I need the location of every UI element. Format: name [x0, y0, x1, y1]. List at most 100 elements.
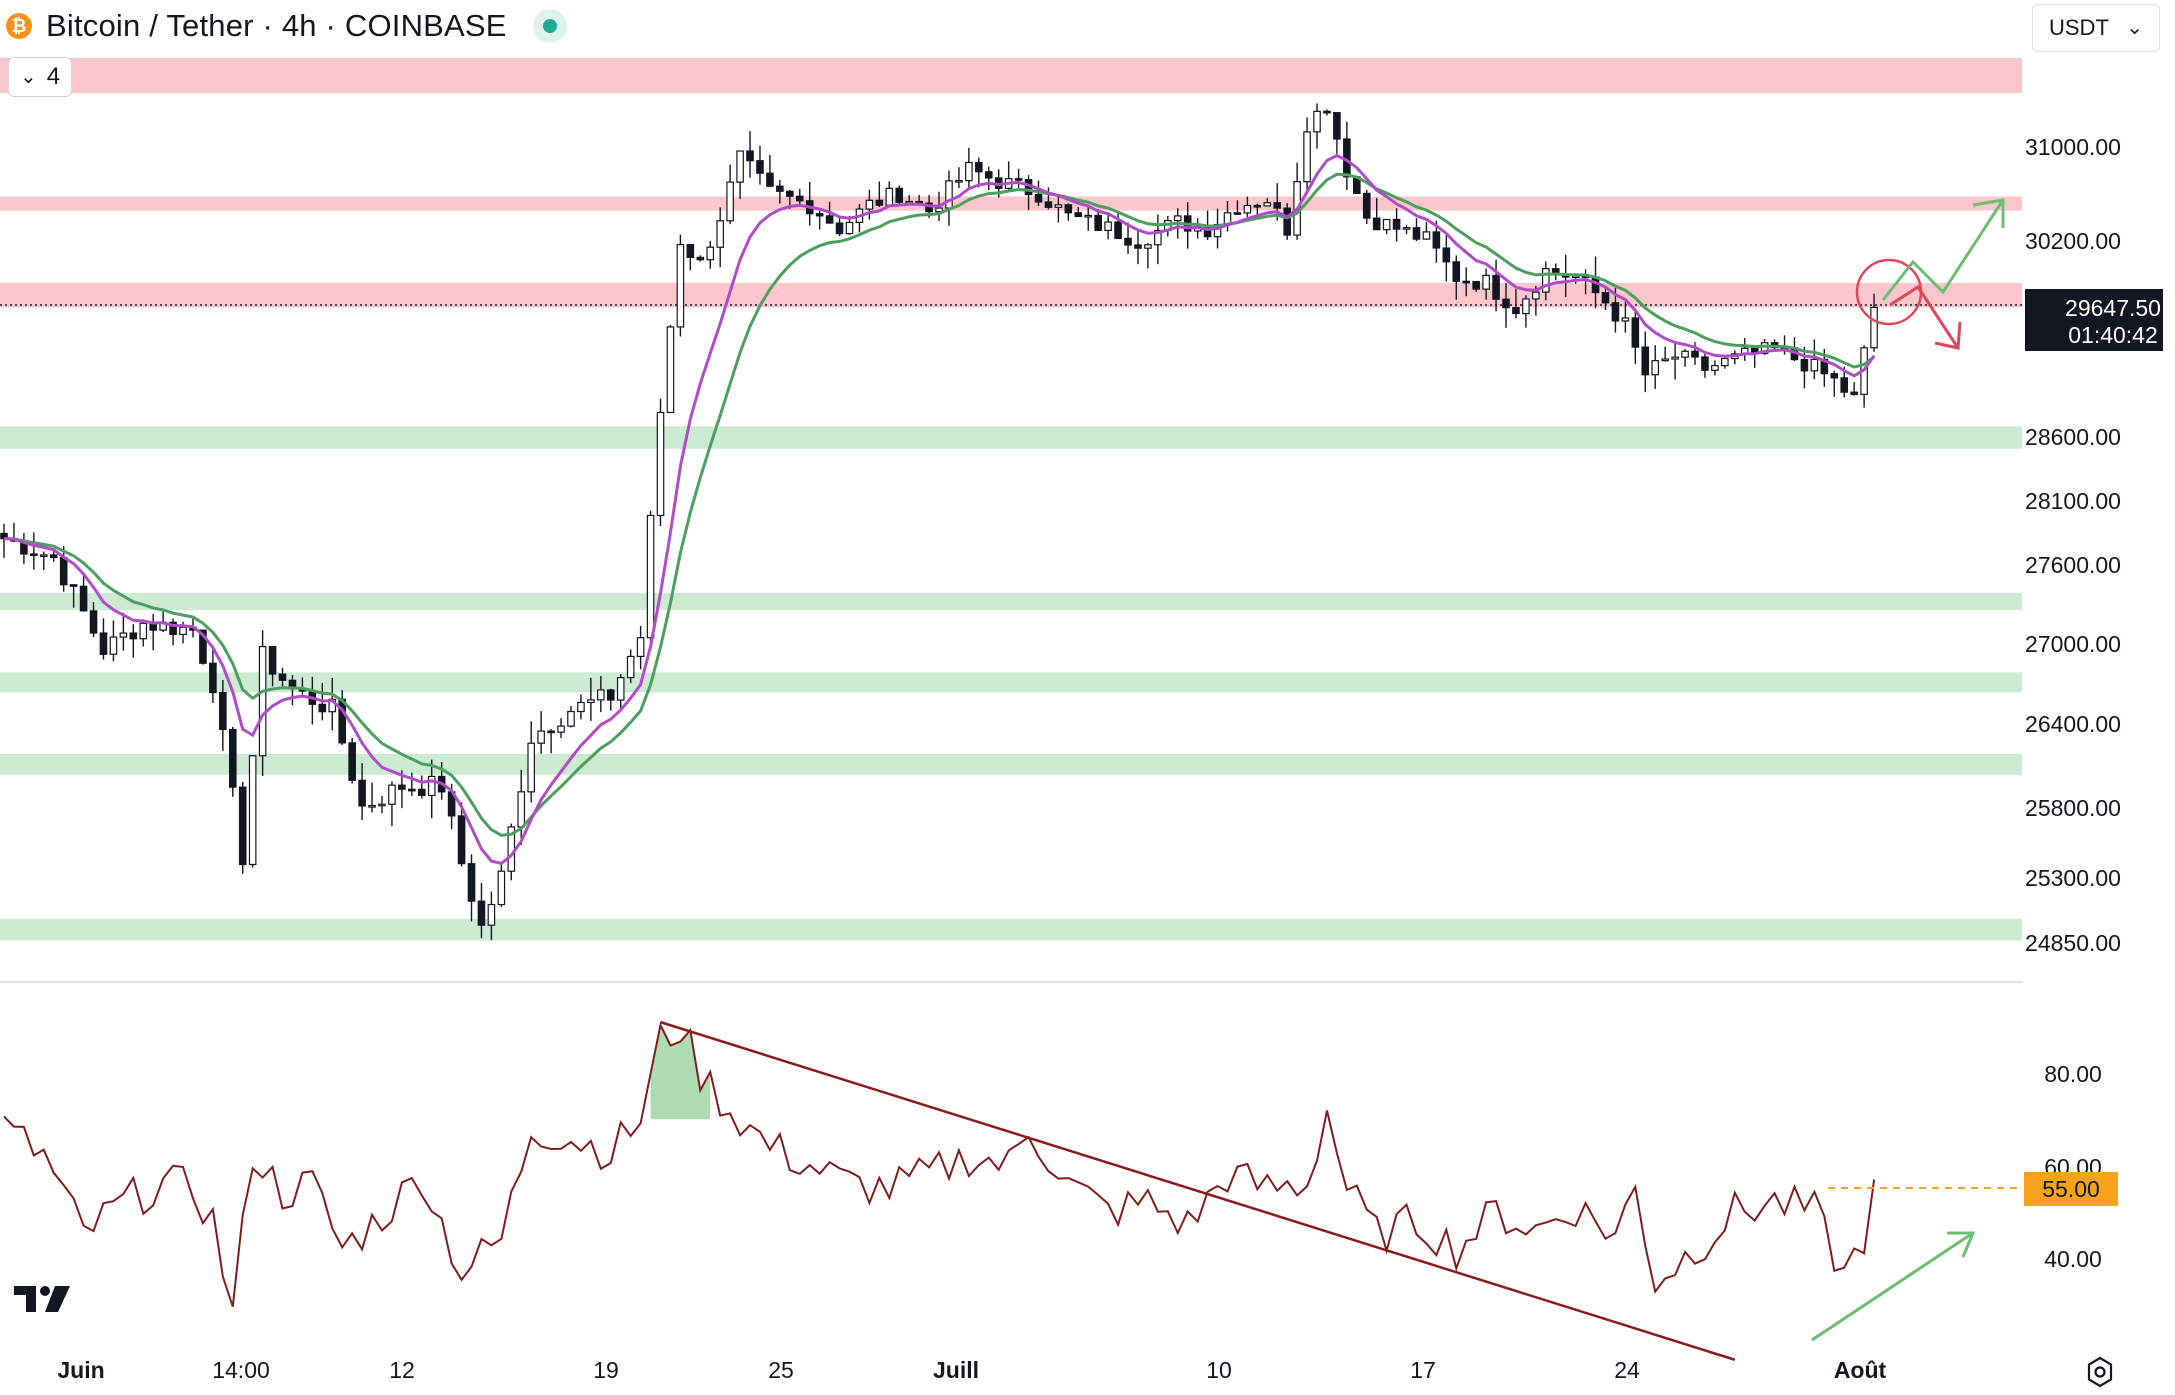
- live-dot-icon: [542, 19, 557, 33]
- candle-body: [766, 172, 774, 187]
- time-tick-label: 24: [1614, 1357, 1640, 1383]
- candle-body: [1611, 302, 1620, 322]
- candle-body: [955, 180, 963, 183]
- price-tick-label: 28600.00: [2025, 424, 2121, 450]
- projection-annotations: [1855, 198, 2005, 350]
- bear-projection-arrow: [1889, 284, 1960, 349]
- indicators-toggle-button[interactable]: ⌄ 4: [8, 57, 72, 97]
- tradingview-logo[interactable]: [14, 1284, 74, 1314]
- candle-body: [706, 246, 715, 261]
- candle-body: [1701, 356, 1709, 371]
- candle-body: [408, 788, 416, 792]
- candle-body: [427, 775, 436, 797]
- candle-body: [1830, 373, 1839, 379]
- rsi-tick-label: 80.00: [2044, 1061, 2102, 1087]
- price-tick-label: 27600.00: [2025, 552, 2121, 578]
- candle-body: [388, 784, 396, 805]
- candle-body: [676, 244, 685, 328]
- candle-body: [49, 554, 58, 559]
- candle-body: [965, 161, 973, 182]
- candle-body: [1014, 178, 1023, 181]
- candle-body: [795, 195, 804, 202]
- candle-body: [59, 556, 68, 586]
- candle-body: [606, 689, 615, 701]
- candle-body: [527, 742, 535, 793]
- candle-body: [636, 637, 645, 658]
- candle-body: [776, 185, 784, 192]
- candle-body: [1064, 204, 1073, 214]
- indicator-count: 4: [46, 63, 61, 90]
- candle-body: [1034, 193, 1043, 203]
- support-zone: [0, 426, 2022, 449]
- candle-body: [199, 629, 207, 664]
- support-zone: [0, 753, 2022, 775]
- candle-body: [1472, 280, 1480, 290]
- candle-body: [746, 150, 754, 162]
- market-status-indicator[interactable]: [532, 9, 567, 43]
- candlestick-series: [0, 103, 1878, 941]
- candle-body: [736, 150, 744, 183]
- candle-body: [1721, 357, 1729, 367]
- candle-body: [228, 728, 237, 788]
- candle-body: [786, 190, 794, 197]
- support-zone: [0, 918, 2022, 941]
- candle-body: [726, 181, 734, 222]
- candle-body: [487, 903, 496, 926]
- support-zone: [0, 592, 2022, 611]
- candle-body: [1273, 202, 1282, 209]
- candle-countdown: 01:40:42: [2068, 322, 2158, 348]
- candle-body: [1512, 307, 1520, 315]
- price-tick-label: 24850.00: [2025, 930, 2121, 956]
- candle-body: [1502, 298, 1510, 309]
- candle-body: [1601, 291, 1610, 304]
- rsi-trendline: [660, 1020, 1736, 1361]
- settings-gear-icon[interactable]: [2083, 1355, 2117, 1389]
- bull-arrow-head: [1972, 198, 2005, 228]
- candle-body: [39, 554, 48, 558]
- price-tick-label: 26400.00: [2025, 711, 2121, 737]
- candle-body: [1362, 192, 1371, 219]
- candle-body: [815, 213, 824, 217]
- resistance-zone: [0, 282, 2022, 308]
- candle-body: [1760, 342, 1769, 355]
- candle-body: [1402, 227, 1411, 230]
- candle-body: [1173, 215, 1182, 222]
- candle-body: [696, 256, 705, 261]
- candle-body: [1134, 244, 1142, 249]
- bitcoin-icon[interactable]: ₿: [6, 13, 32, 39]
- support-zone: [0, 672, 2022, 693]
- candle-body: [984, 171, 993, 179]
- candle-body: [895, 187, 904, 203]
- candle-body: [467, 863, 476, 902]
- candle-body: [1661, 358, 1669, 362]
- candle-body: [1313, 110, 1321, 133]
- candle-body: [457, 815, 466, 865]
- candle-body: [1084, 214, 1093, 218]
- ema-slow-line: [3, 172, 1876, 837]
- symbol-title[interactable]: Bitcoin / Tether · 4h · COINBASE: [46, 8, 507, 43]
- currency-select[interactable]: USDT ⌄: [2032, 4, 2160, 52]
- candle-body: [398, 784, 406, 790]
- candle-body: [1641, 346, 1650, 376]
- price-tick-label: 25800.00: [2025, 795, 2121, 821]
- resistance-zone: [0, 57, 2022, 94]
- candle-body: [1621, 317, 1630, 322]
- candle-body: [1651, 360, 1660, 376]
- rsi-bull-arrow-head: [1947, 1231, 1976, 1258]
- candle-body: [1243, 204, 1252, 214]
- candle-body: [1462, 280, 1471, 284]
- candle-body: [1233, 212, 1242, 215]
- candle-body: [1681, 350, 1689, 358]
- candle-body: [935, 207, 943, 213]
- candle-body: [1382, 218, 1391, 231]
- candle-body: [1840, 377, 1849, 393]
- candle-body: [686, 244, 695, 259]
- candle-body: [1372, 217, 1381, 231]
- candle-body: [417, 788, 426, 797]
- candle-body: [0, 532, 8, 540]
- last-price-value: 29647.50: [2065, 295, 2161, 321]
- candle-body: [1442, 247, 1451, 263]
- candle-body: [626, 655, 635, 679]
- candle-body: [1432, 231, 1441, 249]
